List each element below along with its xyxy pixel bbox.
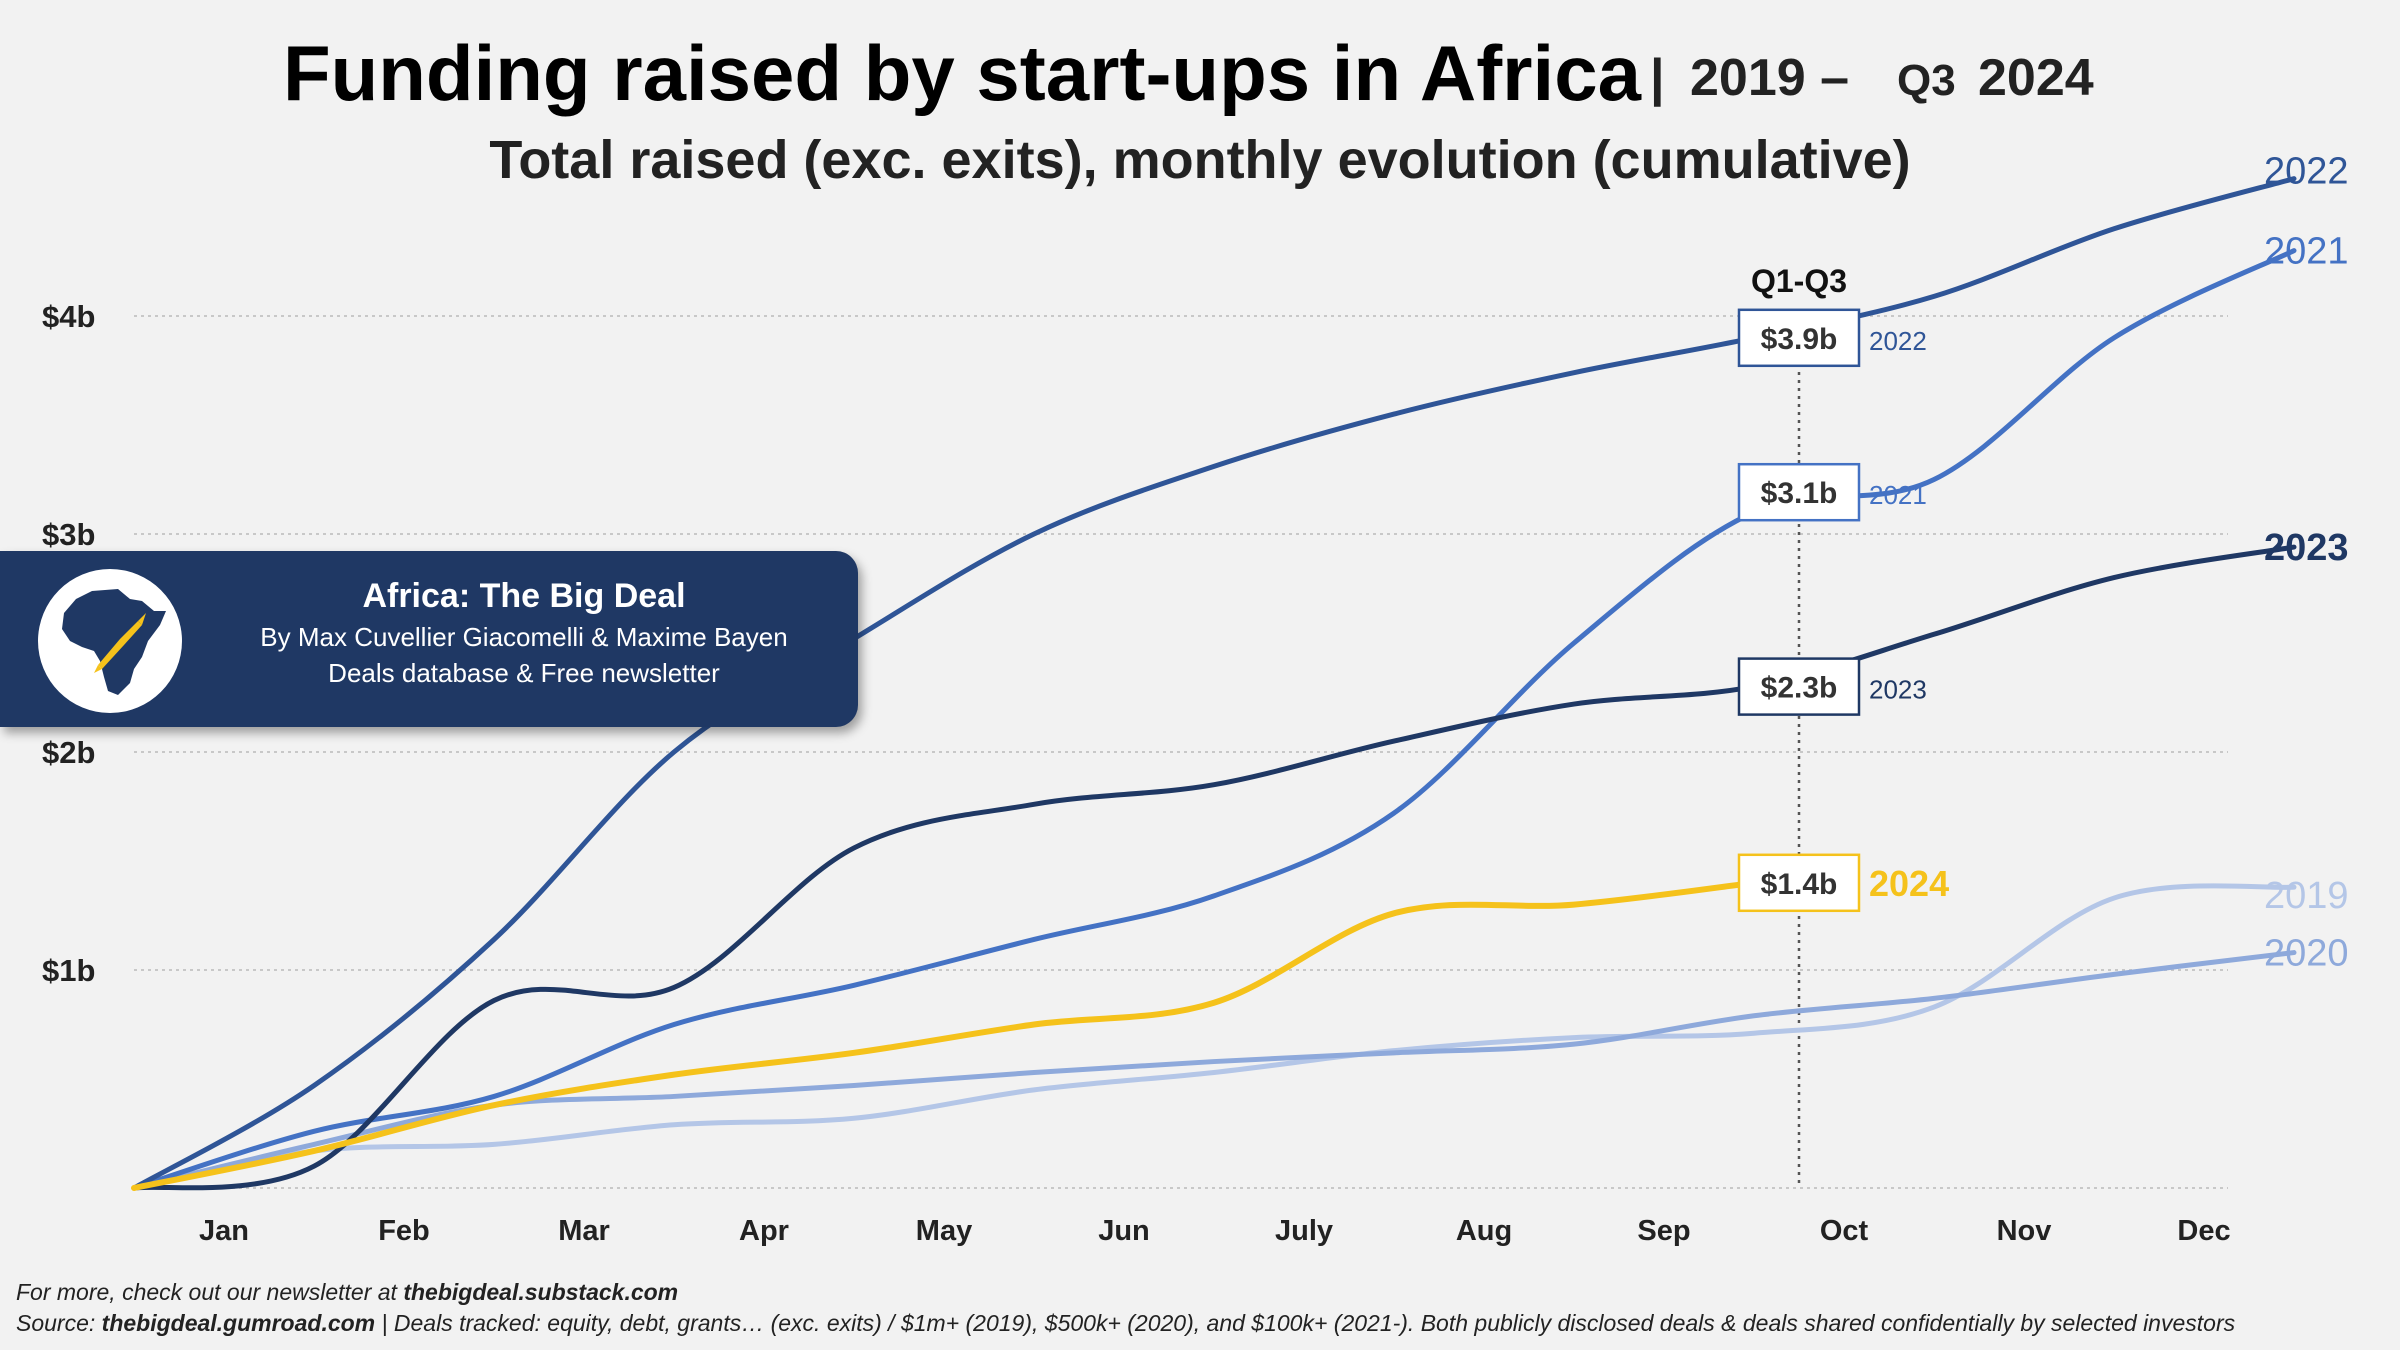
x-tick-label: Mar	[558, 1215, 610, 1247]
source-link[interactable]: thebigdeal.gumroad.com	[102, 1310, 375, 1336]
title-range-quarter: Q3	[1897, 56, 1956, 105]
q1-q3-marker-label: Q1-Q3	[1751, 263, 1847, 299]
x-tick-label: Aug	[1456, 1215, 1512, 1247]
callout-value-2023: $2.3b	[1761, 672, 1838, 705]
callout-value-2022: $3.9b	[1761, 323, 1838, 356]
series-line-2023	[131, 544, 2297, 1191]
x-tick-label: May	[916, 1215, 972, 1247]
series-line-2024	[131, 879, 1757, 1191]
callouts: $3.9b 2022 $3.1b 2021 $2.3b 2023 $1.4b 2024	[1737, 308, 1949, 913]
title-range-end: 2024	[1978, 49, 2094, 107]
title-range-start: 2019 –	[1690, 49, 1849, 107]
y-axis: $1b $2b $3b $4b	[42, 299, 95, 988]
callout-box-2022	[1737, 308, 1861, 368]
callout-box-2024	[1737, 853, 1861, 913]
x-tick-label: Nov	[1997, 1215, 2052, 1247]
brand-tagline: Deals database & Free newsletter	[328, 658, 720, 688]
gridlines	[134, 315, 2228, 1189]
callout-year-2021: 2021	[1869, 480, 1927, 510]
callout-box-2021	[1737, 462, 1861, 522]
x-tick-label: Oct	[1820, 1215, 1869, 1247]
callout-year-2023: 2023	[1869, 675, 1927, 705]
callout-year-2022: 2022	[1869, 326, 1927, 356]
series-lines	[131, 176, 2297, 1191]
series-line-2019	[131, 883, 2297, 1191]
africa-rocket-logo-icon	[38, 569, 182, 713]
series-line-2022	[131, 176, 2297, 1191]
y-tick-label: $3b	[42, 517, 95, 552]
series-end-label-2021: 2021	[2264, 231, 2349, 273]
series-line-2021	[131, 248, 2297, 1191]
x-tick-label: Dec	[2177, 1215, 2230, 1247]
footer-line-2: Source: thebigdeal.gumroad.com | Deals t…	[16, 1310, 2236, 1336]
chart-subtitle: Total raised (exc. exits), monthly evolu…	[489, 130, 1910, 190]
x-tick-label: Jan	[199, 1215, 249, 1247]
q1-q3-marker: Q1-Q3	[1751, 263, 1847, 1188]
footer-line-1: For more, check out our newsletter at th…	[16, 1279, 678, 1305]
title-separator: |	[1650, 49, 1665, 107]
footer-source-prefix: Source:	[16, 1310, 102, 1336]
x-tick-label: Apr	[739, 1215, 789, 1247]
y-tick-label: $2b	[42, 735, 95, 770]
y-tick-label: $1b	[42, 953, 95, 988]
callout-value-2024: $1.4b	[1761, 868, 1838, 901]
x-tick-label: July	[1275, 1215, 1333, 1247]
x-tick-label: Feb	[378, 1215, 430, 1247]
footer-line-1-prefix: For more, check out our newsletter at	[16, 1279, 403, 1305]
series-end-labels: 2019 2020 2021 2022 2023	[2264, 151, 2349, 975]
brand-banner[interactable]: Africa: The Big Deal By Max Cuvellier Gi…	[0, 551, 858, 727]
x-tick-label: Sep	[1637, 1215, 1690, 1247]
callout-year-2024: 2024	[1869, 863, 1949, 904]
series-end-label-2019: 2019	[2264, 875, 2349, 917]
chart-title: Funding raised by start-ups in Africa	[283, 29, 1642, 117]
series-end-label-2023: 2023	[2264, 527, 2349, 569]
brand-authors: By Max Cuvellier Giacomelli & Maxime Bay…	[260, 622, 788, 652]
x-axis: Jan Feb Mar Apr May Jun July Aug Sep Oct Nov Dec	[199, 1215, 2231, 1247]
y-tick-label: $4b	[42, 299, 95, 334]
brand-name: Africa: The Big Deal	[362, 577, 686, 615]
callout-box-2023	[1737, 657, 1861, 716]
series-end-label-2022: 2022	[2264, 151, 2349, 193]
newsletter-link[interactable]: thebigdeal.substack.com	[403, 1279, 678, 1305]
x-tick-label: Jun	[1098, 1215, 1150, 1247]
footer-source-rest: | Deals tracked: equity, debt, grants… (…	[375, 1310, 2235, 1336]
callout-value-2021: $3.1b	[1761, 477, 1838, 510]
series-end-label-2020: 2020	[2264, 933, 2349, 975]
